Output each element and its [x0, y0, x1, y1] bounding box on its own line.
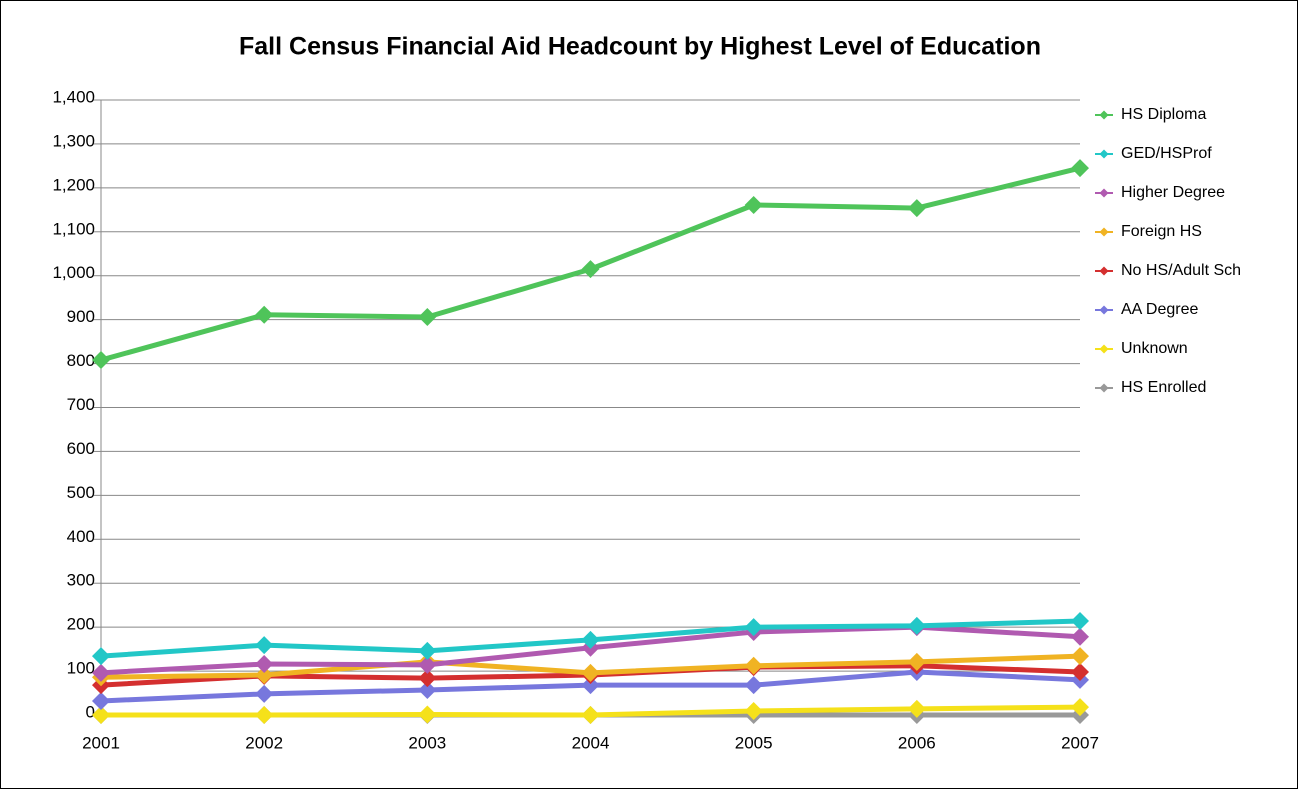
data-point [92, 663, 110, 682]
legend-label: Higher Degree [1121, 184, 1225, 201]
data-point [1071, 647, 1089, 666]
data-point [92, 647, 110, 666]
x-tick-label: 2007 [1061, 733, 1099, 752]
data-point [255, 684, 274, 703]
legend-label: HS Diploma [1121, 106, 1206, 123]
data-point [255, 706, 274, 724]
legend-marker [1099, 344, 1109, 354]
data-point [907, 616, 926, 635]
y-tick-label: 600 [67, 439, 95, 458]
y-tick-label: 300 [67, 571, 95, 590]
data-point [907, 699, 926, 718]
y-tick-label: 1,100 [52, 219, 95, 238]
data-point [418, 669, 437, 688]
data-point [418, 680, 437, 699]
x-tick-label: 2006 [898, 733, 936, 752]
legend-marker [1099, 305, 1109, 315]
y-tick-label: 1,000 [52, 263, 95, 282]
y-tick-label: 100 [67, 659, 95, 678]
data-point [92, 691, 110, 710]
y-tick-label: 0 [86, 702, 95, 721]
data-point [744, 195, 763, 214]
legend-marker [1099, 383, 1109, 393]
data-point [418, 655, 437, 674]
y-tick-label: 900 [67, 307, 95, 326]
data-point [581, 663, 600, 682]
x-tick-label: 2004 [572, 733, 610, 752]
data-point [581, 260, 600, 279]
data-point [1071, 611, 1089, 630]
data-point [418, 641, 437, 660]
x-tick-label: 2001 [82, 733, 120, 752]
data-point [255, 666, 274, 685]
data-point [1071, 159, 1089, 178]
legend-marker [1099, 110, 1109, 120]
x-tick-label: 2003 [408, 733, 446, 752]
legend-label: Unknown [1121, 340, 1188, 357]
data-point [92, 706, 110, 724]
y-tick-label: 200 [67, 615, 95, 634]
legend-marker [1099, 266, 1109, 276]
y-tick-label: 400 [67, 527, 95, 546]
legend-marker [1099, 149, 1109, 159]
y-tick-label: 1,300 [52, 131, 95, 150]
y-tick-label: 800 [67, 351, 95, 370]
legend-label: GED/HSProf [1121, 145, 1212, 162]
data-point [1071, 627, 1089, 646]
y-tick-label: 1,200 [52, 175, 95, 194]
data-point [744, 656, 763, 675]
data-point [744, 676, 763, 695]
data-point [581, 676, 600, 695]
data-point [1071, 698, 1089, 717]
legend-label: Foreign HS [1121, 223, 1202, 240]
data-point [255, 655, 274, 674]
data-point [418, 705, 437, 724]
legend-marker [1099, 188, 1109, 198]
data-point [907, 652, 926, 671]
x-tick-label: 2002 [245, 733, 283, 752]
legend-label: No HS/Adult Sch [1121, 262, 1241, 279]
y-tick-label: 1,400 [52, 87, 95, 106]
legend-label: AA Degree [1121, 301, 1198, 318]
legend-marker [1099, 227, 1109, 237]
x-tick-label: 2005 [735, 733, 773, 752]
data-point [1071, 662, 1089, 681]
data-point [744, 702, 763, 721]
data-point [907, 199, 926, 218]
legend: HS Diploma GED/HSProf Higher Degree Foreign… [1095, 106, 1241, 396]
legend-label: HS Enrolled [1121, 379, 1206, 396]
data-point [255, 636, 274, 655]
y-tick-label: 500 [67, 483, 95, 502]
data-point [418, 308, 437, 327]
chart-title: Fall Census Financial Aid Headcount by H… [239, 33, 1041, 61]
data-point [744, 618, 763, 637]
data-point [92, 351, 110, 370]
data-point [581, 706, 600, 724]
data-point [255, 305, 274, 324]
y-tick-label: 700 [67, 395, 95, 414]
data-point [581, 630, 600, 649]
